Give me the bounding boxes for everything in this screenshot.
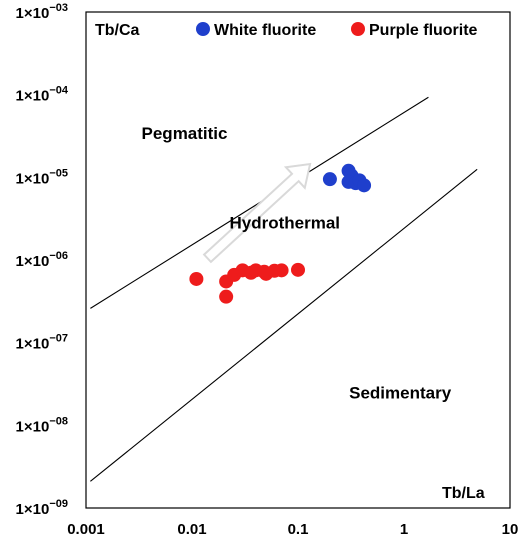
boundary-line [90, 168, 478, 482]
y-tick-label: 1×10−09 [16, 498, 68, 518]
purple-fluorite-point [189, 271, 204, 286]
legend-marker [351, 22, 365, 36]
legend-label: Purple fluorite [369, 22, 478, 39]
plot-frame [85, 11, 511, 509]
purple-fluorite-point [274, 263, 289, 278]
region-label: Hydrothermal [229, 214, 340, 233]
x-tick-label: 1 [400, 521, 408, 538]
x-axis-title: Tb/La [442, 485, 485, 502]
purple-fluorite-point [291, 262, 305, 277]
y-tick-label: 1×10−08 [16, 415, 68, 435]
purple-fluorite-point [219, 289, 234, 304]
legend: White fluorite Purple fluorite [196, 22, 478, 39]
white-fluorite-point [357, 178, 372, 193]
x-tick-label: 0.001 [67, 521, 105, 538]
x-tick-labels: 0.001 0.01 0.1 1 10 [67, 521, 518, 538]
y-tick-label: 1×10−05 [16, 167, 68, 187]
region-label: Pegmatitic [142, 124, 228, 143]
x-tick-label: 0.1 [288, 521, 309, 538]
legend-label: White fluorite [214, 22, 316, 39]
trend-arrow-shape [202, 162, 312, 264]
trend-arrow [202, 162, 312, 264]
white-fluorite-point [322, 172, 337, 187]
region-labels: Pegmatitic Hydrothermal Sedimentary [142, 124, 452, 403]
x-tick-label: 10 [502, 521, 519, 538]
data-points [189, 163, 372, 304]
y-tick-label: 1×10−04 [16, 85, 69, 105]
y-axis-title: Tb/Ca [95, 22, 140, 39]
y-tick-label: 1×10−07 [16, 333, 68, 353]
legend-marker [196, 22, 210, 36]
region-label: Sedimentary [349, 384, 452, 403]
y-tick-labels: 1×10−03 1×10−04 1×10−05 1×10−06 1×10−07 1×10−… [16, 2, 69, 518]
x-tick-label: 0.01 [177, 521, 206, 538]
y-tick-label: 1×10−06 [16, 250, 68, 270]
y-tick-label: 1×10−03 [16, 2, 68, 22]
